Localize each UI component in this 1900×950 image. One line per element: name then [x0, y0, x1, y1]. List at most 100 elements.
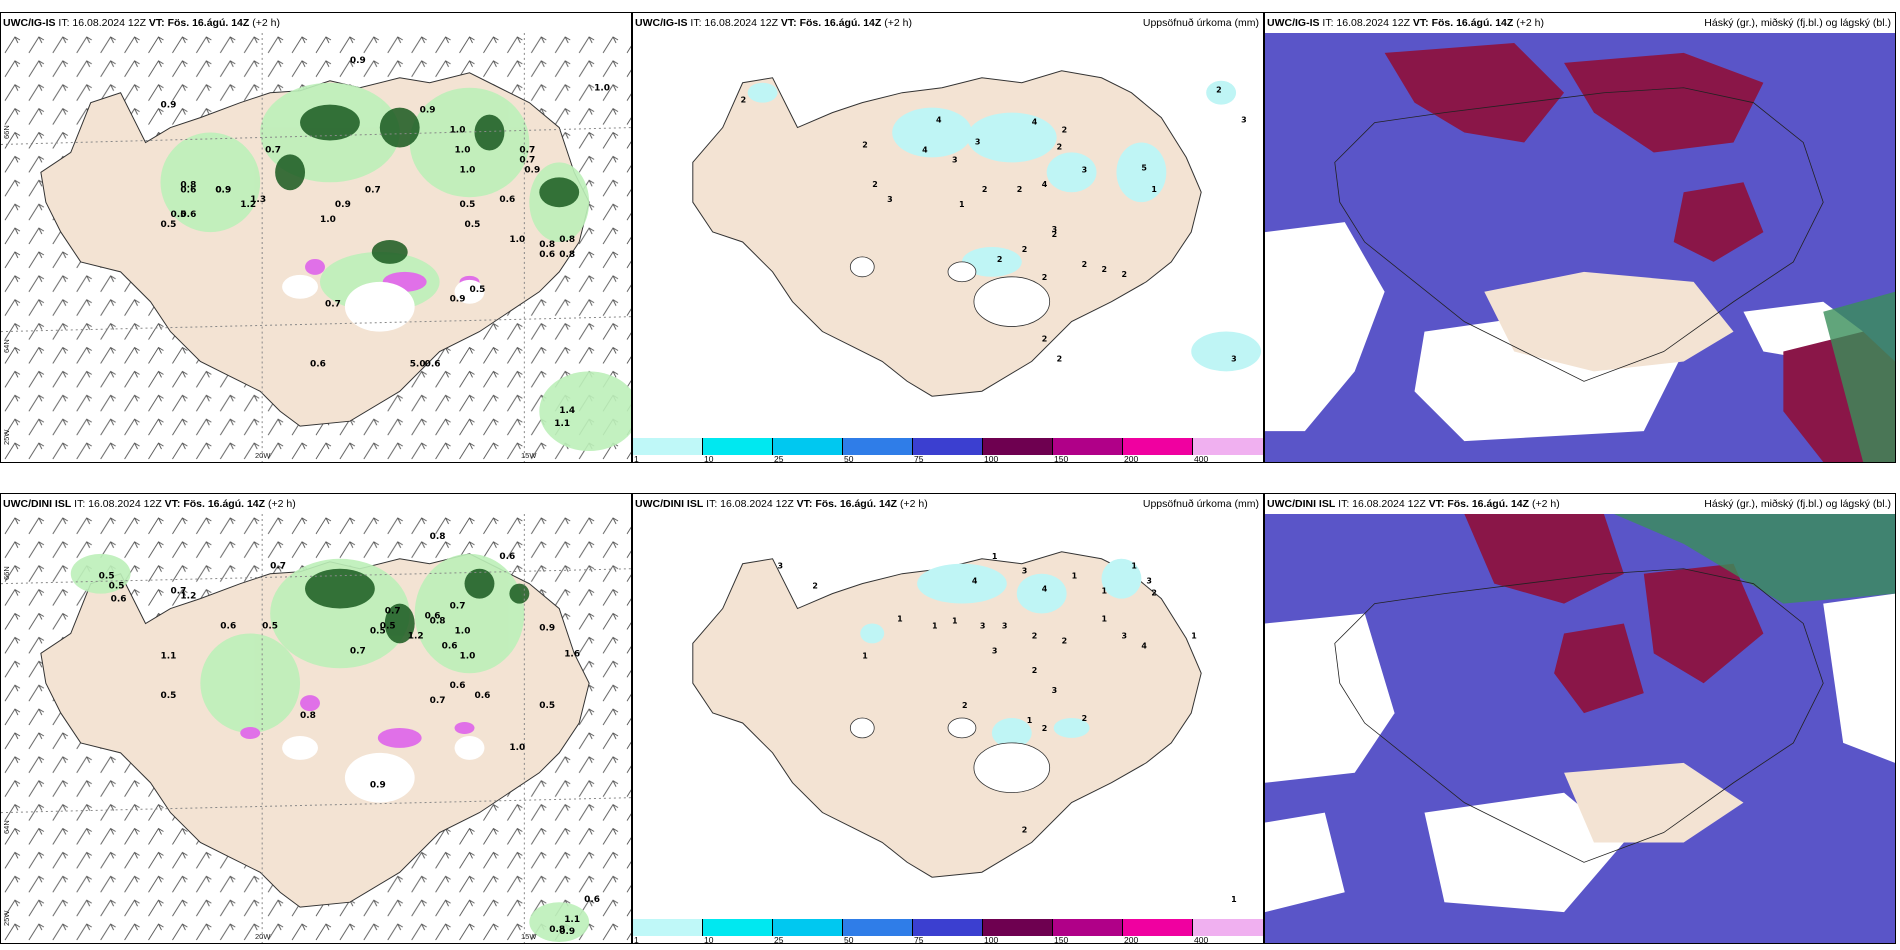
- light-green-areas: [70, 553, 590, 943]
- value-label: 0.5: [170, 210, 186, 220]
- colorbar-tick: 50: [844, 454, 854, 463]
- value-label: 0.8: [549, 925, 565, 935]
- colorbar-tick: 1: [634, 935, 639, 944]
- lon-label: 15W: [521, 451, 537, 460]
- colorbar-swatch: [843, 919, 913, 936]
- value-label: 2: [1121, 270, 1127, 279]
- value-label: 0.7: [365, 185, 381, 195]
- value-label: 1.0: [455, 145, 471, 155]
- value-label: 0.9: [559, 927, 575, 937]
- value-label: 0.5: [470, 285, 486, 295]
- value-label: 3: [1082, 165, 1088, 174]
- value-labels: 0.9 1.0 0.9 0.9 1.0 0.7 1.0 1.3 0.5 0.7 0.8 1.…: [160, 56, 610, 429]
- colorbar-swatch: [633, 438, 703, 455]
- value-label: 3: [1146, 577, 1152, 586]
- panel-title: UWC/IG-IS IT: 16.08.2024 12Z VT: Fös. 16…: [1267, 17, 1544, 29]
- colorbar-swatch: [773, 438, 843, 455]
- colorbar-tick: 1: [634, 454, 639, 463]
- map-svg: 22 43 42 43 24 23 12 23 15 22 22 22 32 2…: [692, 70, 1262, 397]
- colorbar: 1 10 25 50 75 100 150 200 400: [633, 438, 1263, 462]
- value-label: 1.1: [564, 915, 580, 925]
- value-label: 0.7: [430, 696, 446, 706]
- colorbar-swatch: [983, 919, 1053, 936]
- precip-title: Uppsöfnuð úrkoma (mm): [1142, 498, 1259, 510]
- value-label: 2: [962, 701, 968, 710]
- colorbar-swatch: [703, 919, 773, 936]
- value-label: 0.7: [519, 145, 535, 155]
- value-label: 3: [1241, 116, 1247, 125]
- value-label: 0.6: [474, 691, 490, 701]
- value-label: 3: [1052, 225, 1058, 234]
- map-svg: 0.80.6 0.50.5 0.60.7 1.20.7 0.6 0.5 1.10.…: [1, 514, 631, 943]
- value-label: 2: [1151, 589, 1157, 598]
- colorbar-tick: 10: [704, 454, 714, 463]
- value-label: 4: [1141, 641, 1147, 650]
- value-label: 0.7: [265, 145, 281, 155]
- colorbar: 1 10 25 50 75 100 150 200 400: [633, 919, 1263, 943]
- value-label: 0.8: [559, 250, 575, 260]
- value-label: 4: [922, 145, 928, 154]
- value-label: 0.6: [180, 210, 196, 220]
- value-label: 0.6: [180, 185, 196, 195]
- value-label: 2: [1082, 260, 1088, 269]
- map-area[interactable]: [1265, 514, 1895, 943]
- value-label: 1.2: [240, 200, 256, 210]
- value-label: 1: [1102, 587, 1108, 596]
- value-label: 0.9: [370, 781, 386, 791]
- graticule: [1, 514, 631, 943]
- value-label: 0.9: [160, 101, 176, 111]
- colorbar-tick: 25: [774, 935, 784, 944]
- value-label: 1: [959, 200, 965, 209]
- panel-title: UWC/IG-IS IT: 16.08.2024 12Z VT: Fös. 16…: [635, 17, 912, 29]
- lat-label: 66N: [2, 125, 11, 139]
- value-label: 1.0: [320, 215, 336, 225]
- value-label: 1.1: [160, 651, 176, 661]
- value-label: 0.6: [499, 552, 515, 562]
- colorbar-tick: 100: [984, 454, 999, 463]
- value-label: 2: [997, 255, 1003, 264]
- value-label: 3: [980, 621, 986, 630]
- value-label: 2: [1216, 86, 1222, 95]
- value-label: 0.7: [350, 646, 366, 656]
- value-label: 1.3: [250, 195, 266, 205]
- iceland-coastline: [1334, 87, 1824, 382]
- value-label: 0.6: [425, 612, 441, 622]
- map-svg: 0.9 1.0 0.9 0.9 1.0 0.7 1.0 1.3 0.5 0.7 0.8 1.…: [1, 33, 631, 462]
- value-label: 0.9: [420, 106, 436, 116]
- clear-areas: [1265, 593, 1895, 913]
- value-label: 2: [1062, 636, 1068, 645]
- colorbar-swatch: [773, 919, 843, 936]
- value-label: 2: [1052, 230, 1058, 239]
- colorbar-swatch: [843, 438, 913, 455]
- value-label: 1.4: [559, 406, 575, 416]
- map-area[interactable]: [1265, 33, 1895, 462]
- value-label: 0.9: [524, 165, 540, 175]
- value-label: 1.0: [460, 651, 476, 661]
- panel-title: UWC/DINI ISL IT: 16.08.2024 12Z VT: Fös.…: [3, 498, 296, 510]
- value-label: 1.0: [455, 626, 471, 636]
- low-cloud-green: [1823, 291, 1895, 462]
- panel-title: UWC/DINI ISL IT: 16.08.2024 12Z VT: Fös.…: [635, 498, 928, 510]
- panel-title: UWC/IG-IS IT: 16.08.2024 12Z VT: Fös. 16…: [3, 17, 280, 29]
- colorbar-tick: 75: [914, 935, 924, 944]
- glaciers: [282, 274, 485, 332]
- map-area[interactable]: 0.9 1.0 0.9 0.9 1.0 0.7 1.0 1.3 0.5 0.7 0.8 1.…: [1, 33, 631, 462]
- value-label: 1.0: [594, 84, 610, 94]
- value-label: 0.7: [450, 602, 466, 612]
- map-area[interactable]: 0.8 0.6 0.5 0.5 0.6 0.7 1.2 0.7 0.6 0.5 1.1 0.…: [1, 514, 631, 943]
- value-label: 1.0: [509, 235, 525, 245]
- value-label: 0.9: [450, 295, 466, 305]
- panel-cloud-cover-row2: UWC/DINI ISL IT: 16.08.2024 12Z VT: Fös.…: [1264, 493, 1896, 944]
- value-label: 2: [1057, 142, 1063, 151]
- value-label: 3: [887, 195, 893, 204]
- magenta-areas: [240, 695, 475, 748]
- light-green-areas: [160, 82, 631, 452]
- value-label: 1: [952, 616, 958, 625]
- value-label: 0.8: [539, 240, 555, 250]
- value-label: 2: [812, 582, 818, 591]
- value-label: 2: [862, 140, 868, 149]
- lon-label: 20W: [255, 451, 271, 460]
